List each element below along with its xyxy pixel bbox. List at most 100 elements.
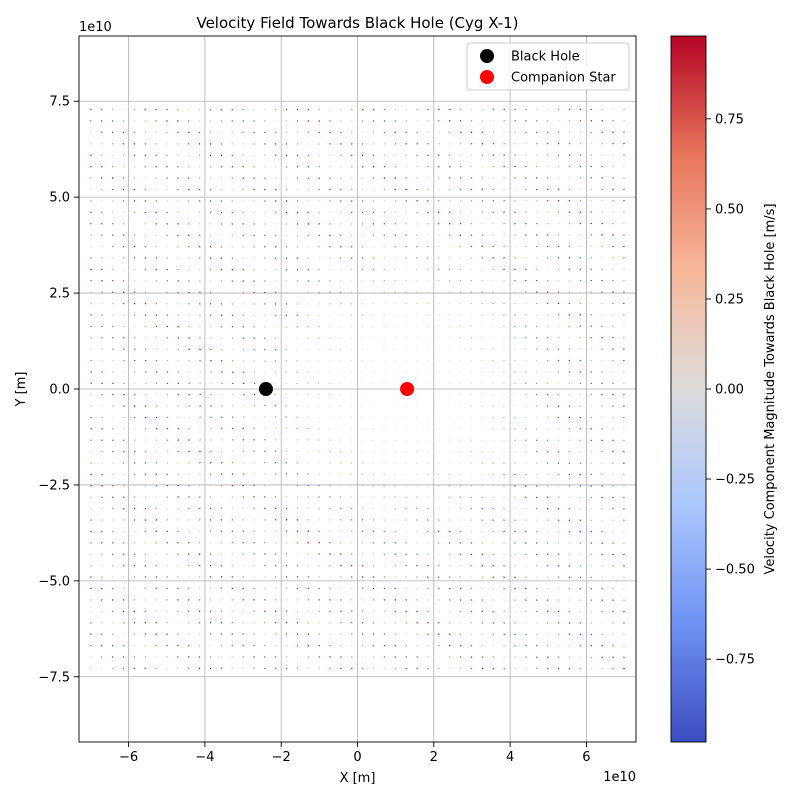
velocity-arrow: [470, 177, 473, 179]
velocity-arrow: [155, 462, 158, 464]
velocity-arrow: [111, 587, 114, 590]
velocity-arrow: [296, 450, 299, 453]
velocity-arrow: [198, 245, 201, 248]
velocity-arrow: [155, 337, 158, 339]
velocity-arrow: [601, 656, 604, 659]
velocity-arrow: [177, 268, 179, 271]
velocity-arrow: [557, 119, 560, 122]
x-tick-label: 4: [506, 750, 514, 765]
velocity-arrow: [437, 587, 440, 590]
legend-marker-companion-star: [480, 70, 494, 84]
velocity-arrow: [612, 633, 614, 636]
velocity-arrow: [383, 188, 386, 191]
velocity-arrow: [372, 473, 375, 476]
velocity-arrow: [188, 518, 190, 521]
velocity-arrow: [612, 644, 614, 647]
velocity-arrow: [383, 131, 386, 134]
velocity-arrow: [111, 507, 114, 510]
velocity-arrow: [296, 438, 299, 441]
velocity-arrow: [122, 667, 125, 670]
velocity-arrow: [100, 621, 103, 624]
velocity-arrow: [329, 507, 331, 510]
velocity-arrow: [220, 291, 223, 294]
velocity-arrow: [470, 485, 473, 487]
velocity-arrow: [155, 633, 157, 636]
velocity-arrow: [546, 599, 549, 601]
velocity-arrow: [535, 496, 538, 499]
velocity-arrow: [557, 108, 560, 111]
velocity-arrow: [579, 257, 582, 259]
velocity-arrow: [514, 154, 516, 156]
velocity-arrow: [383, 587, 386, 590]
velocity-arrow: [328, 473, 331, 476]
velocity-arrow: [557, 154, 560, 156]
velocity-arrow: [144, 530, 147, 533]
velocity-arrow: [437, 302, 440, 305]
velocity-arrow: [220, 314, 223, 317]
velocity-arrow: [394, 211, 397, 214]
velocity-arrow: [100, 530, 103, 533]
velocity-arrow: [188, 553, 190, 556]
velocity-arrow: [546, 211, 549, 214]
velocity-arrow: [623, 587, 625, 590]
velocity-arrow: [361, 599, 364, 601]
velocity-arrow: [209, 325, 212, 328]
velocity-arrow: [253, 360, 255, 362]
velocity-arrow: [405, 656, 408, 658]
velocity-arrow: [492, 131, 495, 134]
velocity-arrow: [590, 188, 593, 191]
velocity-arrow: [459, 108, 462, 111]
velocity-arrow: [383, 314, 386, 316]
velocity-arrow: [166, 462, 169, 464]
velocity-arrow: [394, 222, 397, 225]
velocity-arrow: [100, 644, 103, 647]
velocity-arrow: [317, 416, 320, 419]
velocity-arrow: [416, 599, 418, 601]
velocity-arrow: [503, 268, 505, 271]
velocity-arrow: [514, 188, 516, 191]
velocity-arrow: [612, 656, 614, 659]
velocity-arrow: [481, 268, 484, 271]
velocity-arrow: [448, 279, 451, 282]
velocity-arrow: [198, 234, 201, 237]
velocity-arrow: [372, 496, 375, 498]
velocity-arrow: [579, 119, 582, 122]
velocity-arrow: [133, 656, 136, 658]
velocity-arrow: [242, 337, 245, 340]
colorbar-tick-label: 0.25: [715, 292, 744, 307]
velocity-arrow: [437, 610, 440, 613]
velocity-arrow: [317, 427, 320, 430]
velocity-arrow: [220, 427, 223, 430]
velocity-arrow: [546, 131, 549, 134]
velocity-arrow: [351, 177, 353, 180]
velocity-arrow: [601, 199, 604, 202]
velocity-arrow: [90, 553, 92, 556]
velocity-arrow: [144, 656, 147, 658]
velocity-arrow: [383, 496, 386, 499]
velocity-arrow: [503, 644, 506, 647]
velocity-arrow: [231, 371, 234, 373]
velocity-arrow: [481, 211, 484, 214]
velocity-arrow: [166, 484, 169, 487]
velocity-arrow: [525, 188, 527, 191]
velocity-arrow: [166, 177, 168, 179]
velocity-arrow: [231, 405, 234, 407]
velocity-arrow: [166, 450, 169, 453]
velocity-arrow: [503, 108, 506, 111]
velocity-arrow: [177, 211, 179, 214]
velocity-arrow: [535, 154, 538, 156]
velocity-arrow: [492, 279, 494, 282]
velocity-arrow: [503, 257, 505, 259]
velocity-arrow: [568, 268, 571, 270]
velocity-arrow: [535, 587, 538, 590]
x-offset-label: 1e10: [603, 770, 636, 785]
velocity-arrow: [144, 268, 147, 271]
velocity-arrow: [448, 587, 451, 590]
velocity-arrow: [209, 314, 212, 317]
velocity-arrow: [437, 142, 440, 145]
velocity-arrow: [405, 473, 407, 476]
velocity-arrow: [307, 496, 309, 498]
velocity-arrow: [155, 564, 158, 567]
velocity-arrow: [612, 667, 614, 670]
